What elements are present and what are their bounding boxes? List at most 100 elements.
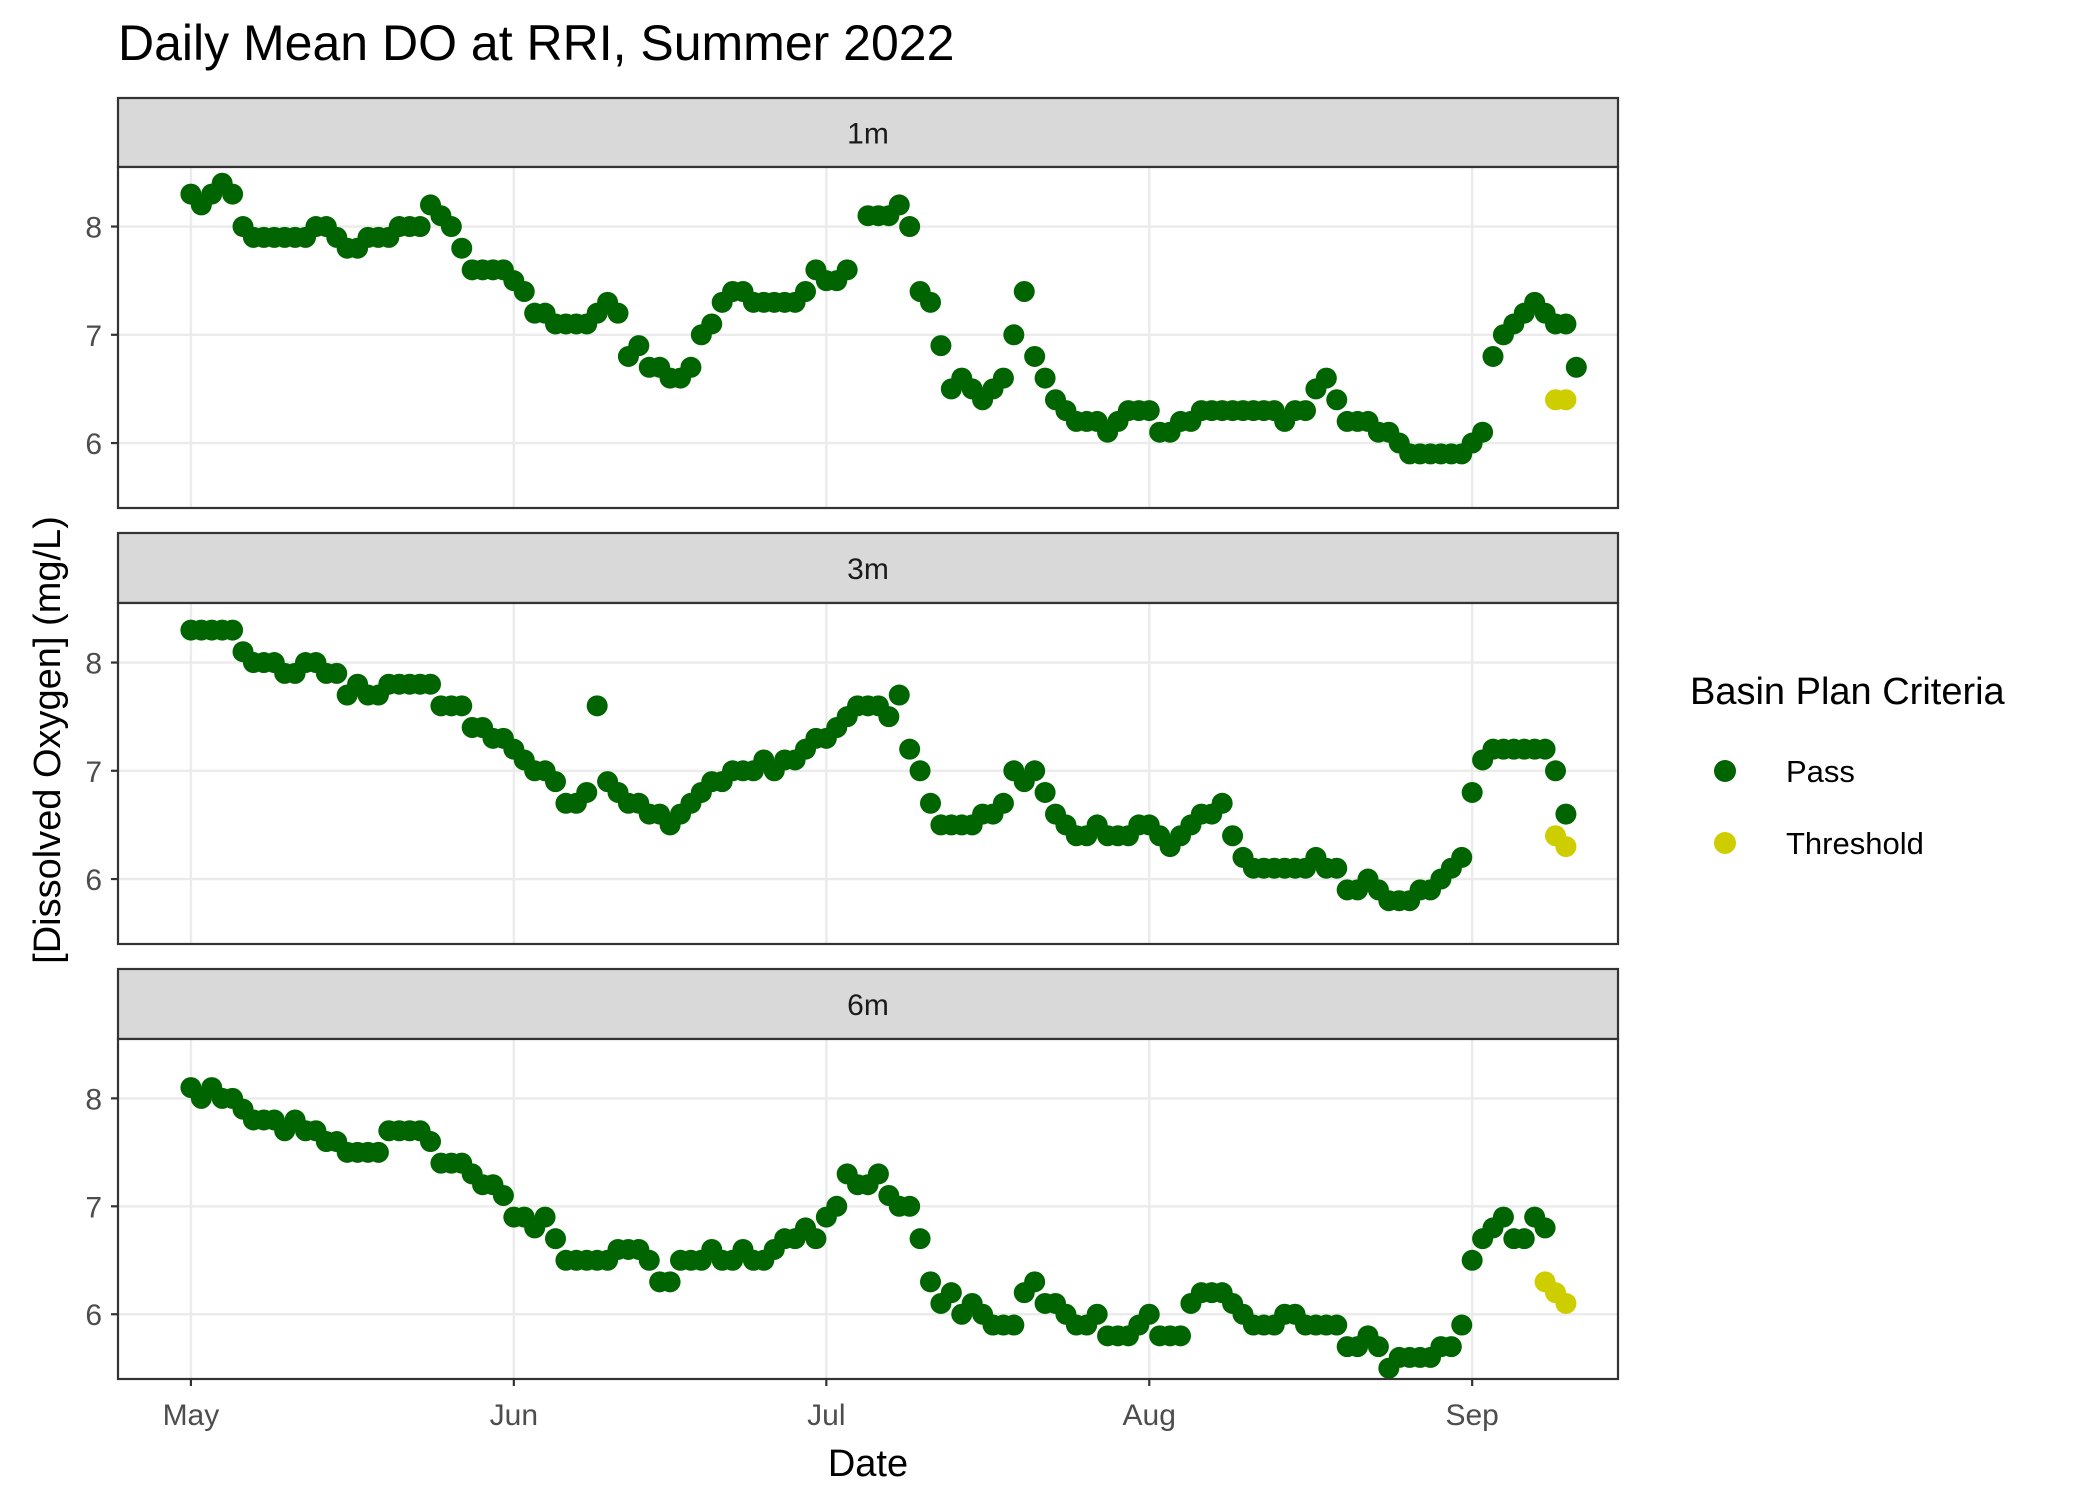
data-point-pass [1034, 781, 1056, 803]
data-point-pass [1451, 1314, 1473, 1336]
data-point-pass [586, 695, 608, 717]
data-point-pass [1326, 1314, 1348, 1336]
data-point-pass [1024, 1271, 1046, 1293]
data-point-pass [1545, 760, 1566, 782]
data-point-threshold [1555, 1292, 1577, 1314]
data-point-pass [1534, 738, 1556, 760]
data-point-pass [1295, 400, 1316, 422]
data-point-pass [1367, 1336, 1389, 1358]
y-tick-label: 6 [85, 864, 102, 897]
data-point-pass [492, 1185, 514, 1207]
data-point-pass [888, 194, 910, 216]
x-axis-title: Date [828, 1443, 908, 1485]
data-point-pass [992, 367, 1014, 389]
data-point-pass [534, 1206, 556, 1228]
data-point-pass [1565, 356, 1587, 378]
data-point-pass [1513, 1228, 1535, 1250]
data-point-pass [1555, 313, 1577, 335]
facet-strip-label: 6m [847, 989, 889, 1022]
data-point-threshold [1555, 836, 1577, 858]
data-point-pass [1170, 1325, 1191, 1347]
data-point-pass [1034, 367, 1056, 389]
data-point-threshold [1555, 389, 1577, 411]
data-point-pass [659, 1271, 681, 1293]
data-point-pass [222, 183, 244, 205]
facet-strip-label: 1m [847, 118, 889, 151]
data-point-pass [513, 280, 535, 302]
data-points [180, 1077, 1577, 1379]
data-point-pass [545, 771, 566, 793]
data-point-pass [409, 216, 431, 238]
y-tick-label: 7 [85, 1191, 102, 1224]
y-tick-label: 6 [85, 428, 102, 461]
data-point-pass [836, 259, 858, 281]
legend-title: Basin Plan Criteria [1690, 671, 2006, 713]
data-point-pass [1492, 1206, 1514, 1228]
data-point-pass [440, 216, 462, 238]
data-point-pass [899, 1195, 921, 1217]
x-tick-label: Sep [1445, 1399, 1498, 1432]
legend-key-pass [1714, 760, 1736, 782]
chart-title: Daily Mean DO at RRI, Summer 2022 [118, 15, 954, 71]
data-points [180, 619, 1577, 912]
data-point-pass [795, 280, 816, 302]
data-point-pass [1326, 857, 1348, 879]
data-point-pass [1222, 825, 1244, 847]
facet-panel-6m: 6m 6 7 8 May Jun Jul Aug Sep [85, 967, 1620, 1432]
y-tick-label: 7 [85, 756, 102, 789]
x-tick-label: Aug [1123, 1399, 1176, 1432]
data-point-pass [420, 673, 441, 695]
data-point-pass [1555, 803, 1577, 825]
x-tick-label: Jun [490, 1399, 538, 1432]
x-tick-label: May [163, 1399, 220, 1432]
legend-label-pass: Pass [1786, 754, 1855, 789]
data-point-pass [899, 216, 921, 238]
plot-area [118, 1039, 1618, 1379]
panel-border [116, 1037, 1620, 1381]
data-point-pass [878, 706, 900, 728]
data-point-pass [1211, 792, 1233, 814]
data-point-pass [888, 684, 910, 706]
data-point-pass [1138, 1303, 1160, 1325]
data-point-pass [1315, 367, 1337, 389]
legend: Basin Plan Criteria Pass Threshold [1690, 671, 2006, 861]
data-point-pass [940, 1282, 962, 1304]
data-point-pass [930, 335, 952, 357]
data-point-pass [576, 781, 598, 803]
data-point-pass [920, 792, 941, 814]
data-point-pass [1482, 345, 1504, 367]
data-point-pass [680, 356, 702, 378]
data-point-pass [867, 1163, 889, 1185]
data-point-pass [1451, 846, 1473, 868]
data-point-pass [451, 695, 473, 717]
panel-border [116, 165, 1620, 510]
data-point-pass [1461, 1249, 1483, 1271]
facet-strip [116, 96, 1620, 169]
data-point-pass [1138, 400, 1160, 422]
facet-panel-1m: 1m 6 7 8 [85, 96, 1620, 510]
y-tick-label: 8 [85, 648, 102, 681]
data-point-pass [1024, 345, 1046, 367]
data-point-pass [451, 237, 473, 259]
data-point-pass [1440, 1336, 1462, 1358]
data-point-pass [1472, 421, 1494, 443]
data-point-pass [367, 1141, 389, 1163]
data-point-pass [638, 1249, 660, 1271]
data-point-pass [420, 1131, 441, 1153]
facet-strip-label: 3m [847, 553, 889, 586]
legend-key-threshold [1714, 832, 1736, 854]
data-point-pass [701, 313, 723, 335]
data-point-pass [607, 302, 629, 324]
data-points [180, 172, 1587, 465]
data-point-pass [1024, 760, 1046, 782]
data-point-pass [1326, 389, 1348, 411]
data-point-pass [1003, 1314, 1025, 1336]
facet-strip [116, 967, 1620, 1041]
y-tick-label: 7 [85, 320, 102, 353]
data-point-pass [1003, 324, 1025, 346]
data-point-pass [909, 760, 931, 782]
data-point-pass [326, 662, 348, 684]
x-tick-label: Jul [807, 1399, 845, 1432]
data-point-pass [805, 1228, 827, 1250]
